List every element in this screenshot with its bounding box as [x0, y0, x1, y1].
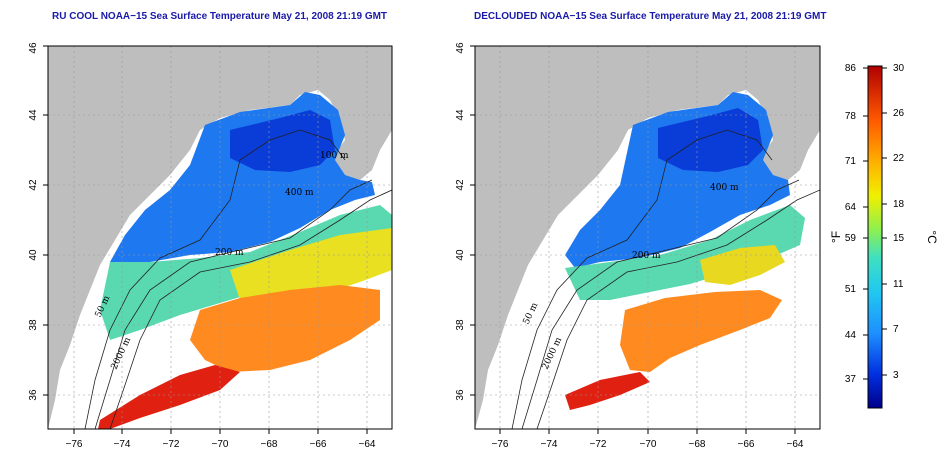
left-ytick-label: 38	[28, 319, 39, 331]
right-contour-label-200m: 200 m	[632, 251, 661, 261]
colorbar-ticks	[863, 67, 887, 380]
left-contour-label-100m: 100 m	[320, 151, 349, 161]
right-contour-50m	[511, 129, 773, 429]
colorbar-f-label: 51	[845, 284, 857, 295]
left-xtick-label: −72	[163, 439, 180, 450]
right-contour-label-400m: 400 m	[710, 183, 739, 193]
right-sst-coldest	[658, 108, 763, 172]
left-ytick-label: 46	[28, 42, 39, 54]
colorbar-c-label: 30	[893, 63, 905, 74]
left-xtick-label: −68	[261, 439, 278, 450]
right-map-panel: 200 m 400 m 50 m 2000 m −76 −74 −72 −70 …	[455, 42, 821, 450]
left-contour-label-400m: 400 m	[285, 188, 314, 198]
left-land-mass	[48, 46, 392, 429]
left-contour-50m	[84, 129, 346, 429]
right-xtick-label: −76	[492, 439, 509, 450]
left-xtick-label: −74	[114, 439, 131, 450]
colorbar-c-label: 22	[893, 153, 905, 164]
colorbar-c-label: 26	[893, 108, 905, 119]
left-contour-label-200m: 200 m	[215, 248, 244, 258]
left-xtick-label: −76	[66, 439, 83, 450]
colorbar-f-label: 37	[845, 374, 857, 385]
left-sst-coldest	[230, 110, 335, 172]
right-gridlines	[475, 46, 820, 429]
right-land-mass	[475, 46, 820, 429]
left-ytick-label: 40	[28, 249, 39, 261]
colorbar-f-label: 71	[845, 156, 857, 167]
colorbar-fahrenheit-unit: °F	[829, 231, 843, 243]
right-ytick-label: 40	[455, 249, 466, 261]
colorbar-f-label: 86	[845, 63, 857, 74]
right-xtick-label: −70	[640, 439, 657, 450]
colorbar-f-label: 44	[845, 330, 857, 341]
right-xtick-label: −72	[590, 439, 607, 450]
left-panel-title: RU COOL NOAA−15 Sea Surface Temperature …	[52, 11, 388, 22]
colorbar-c-label: 18	[893, 199, 905, 210]
left-axis-ticks	[43, 45, 368, 434]
left-contour-200m	[94, 179, 373, 429]
right-xtick-label: −68	[689, 439, 706, 450]
colorbar-c-label: 3	[893, 370, 899, 381]
left-sst-hottest	[98, 365, 240, 429]
left-xtick-label: −70	[212, 439, 229, 450]
left-xtick-label: −66	[310, 439, 327, 450]
colorbar-c-label: 11	[893, 279, 904, 290]
left-gridlines	[48, 46, 392, 429]
left-sst-hot	[190, 285, 380, 372]
left-sst-warm	[230, 228, 392, 305]
left-ytick-label: 36	[28, 389, 39, 401]
colorbar-c-label: 15	[893, 233, 905, 244]
colorbar-gradient	[867, 65, 883, 409]
right-xtick-label: −74	[541, 439, 558, 450]
colorbar: 86 78 71 64 59 51 44 37 30 26 22 18 15 1…	[829, 63, 939, 409]
colorbar-f-label: 78	[845, 111, 857, 122]
right-ytick-label: 44	[455, 109, 466, 121]
left-contour-2000m	[109, 189, 392, 429]
colorbar-c-label: 7	[893, 324, 899, 335]
right-sst-mid	[565, 205, 805, 300]
right-sst-hot	[620, 290, 782, 372]
left-ytick-label: 44	[28, 109, 39, 121]
colorbar-f-label: 59	[845, 233, 857, 244]
right-contour-200m	[521, 179, 800, 429]
colorbar-celsius-unit: °C	[925, 230, 939, 244]
right-ytick-label: 42	[455, 179, 466, 191]
left-xtick-label: −64	[359, 439, 376, 450]
right-contour-2000m	[536, 189, 820, 429]
right-ytick-label: 46	[455, 42, 466, 54]
colorbar-f-label: 64	[845, 202, 857, 213]
right-ytick-label: 36	[455, 389, 466, 401]
left-ytick-label: 42	[28, 179, 39, 191]
right-axis-ticks	[470, 45, 796, 434]
right-xtick-label: −66	[738, 439, 755, 450]
right-ytick-label: 38	[455, 319, 466, 331]
right-xtick-label: −64	[787, 439, 804, 450]
right-panel-title: DECLOUDED NOAA−15 Sea Surface Temperatur…	[474, 11, 827, 22]
right-sst-hottest	[565, 372, 650, 410]
left-map-panel: 200 m 400 m 100 m 50 m 2000 m −76 −74 −7…	[28, 42, 393, 450]
